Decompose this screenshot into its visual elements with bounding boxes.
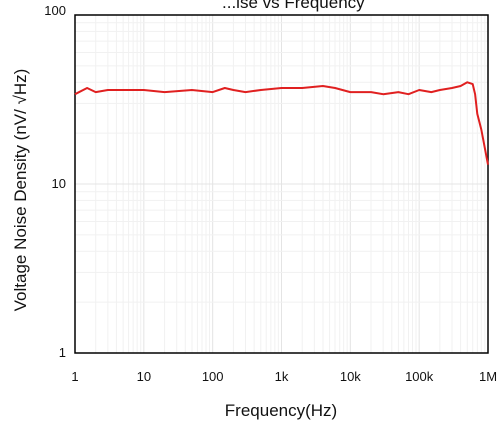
y-tick-label: 10 <box>52 176 66 191</box>
x-tick-label: 1k <box>275 369 289 384</box>
x-tick-labels: 1 10 100 1k 10k 100k 1M <box>71 369 497 384</box>
y-tick-labels: 1 10 100 <box>44 3 66 360</box>
plot-frame <box>74 14 489 354</box>
x-tick-label: 1M <box>479 369 497 384</box>
chart-title: ...ise vs Frequency <box>222 0 365 12</box>
y-axis-title: Voltage Noise Density (nV/ √Hz) <box>11 69 30 312</box>
y-tick-label: 1 <box>59 345 66 360</box>
x-tick-label: 1 <box>71 369 78 384</box>
x-axis-title: Frequency(Hz) <box>225 401 337 420</box>
x-tick-label: 100 <box>202 369 224 384</box>
x-tick-label: 10k <box>340 369 361 384</box>
y-tick-label: 100 <box>44 3 66 18</box>
x-tick-label: 10 <box>137 369 151 384</box>
x-tick-label: 100k <box>405 369 434 384</box>
grid <box>75 15 488 353</box>
noise-density-series-line <box>74 81 489 165</box>
